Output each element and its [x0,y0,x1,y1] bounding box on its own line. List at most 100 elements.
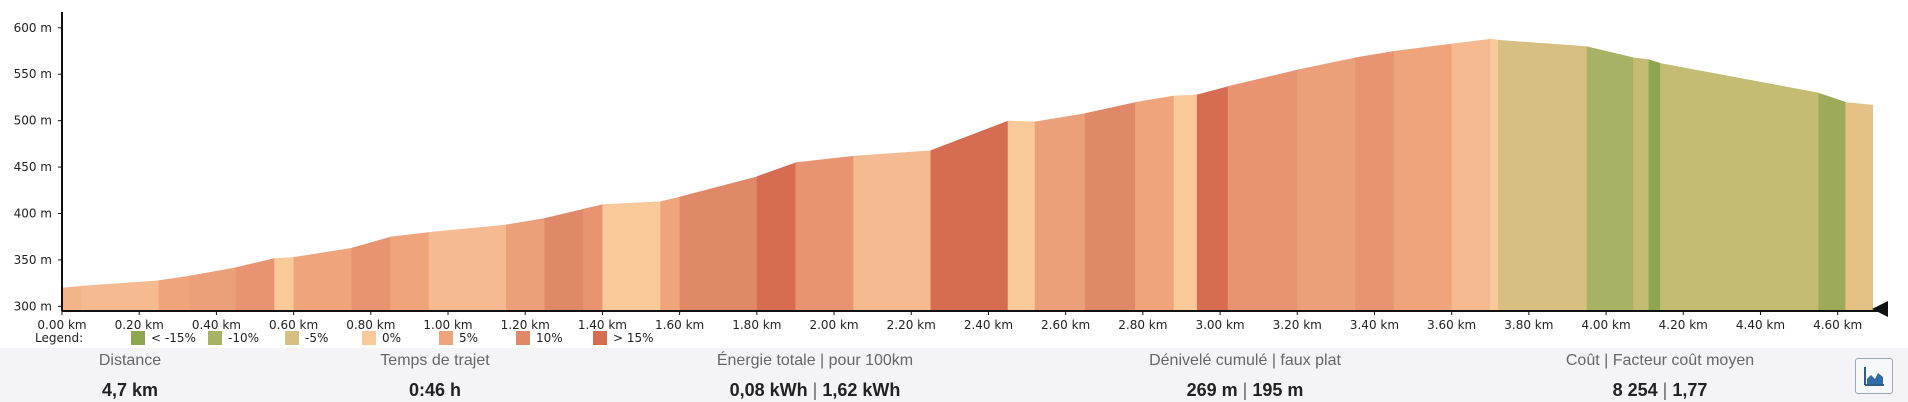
legend-label: 5% [459,331,478,345]
stat-energy: Énergie totale | pour 100km 0,08 kWh | 1… [680,348,950,402]
legend-label: -5% [305,331,328,345]
elevation-segment-6 [293,247,353,311]
line-chart-icon [1864,367,1884,386]
legend-swatch [439,331,453,345]
x-tick-label: 4.40 km [1736,318,1785,332]
elevation-segment-33 [1586,46,1634,311]
elevation-segment-24 [1173,94,1198,312]
elevation-segment-16 [756,162,797,311]
elevation-segment-9 [428,224,507,311]
elevation-segment-18 [853,150,932,311]
elevation-segments [62,38,1874,312]
stat-cost: Coût | Facteur coût moyen 8 254 | 1,77 [1540,348,1780,402]
elevation-segment-37 [1818,92,1846,312]
elevation-segment-38 [1845,102,1874,311]
summary-bar: Distance 4,7 km Temps de trajet 0:46 h É… [0,348,1908,402]
elevation-segment-29 [1393,43,1453,311]
elevation-segment-32 [1497,39,1588,311]
elevation-segment-34 [1633,57,1650,311]
elevation-segment-7 [351,236,391,311]
elevation-segment-28 [1355,51,1395,311]
y-tick-label: 300 m [14,299,52,313]
elevation-segment-4 [235,258,275,311]
y-tick-label: 350 m [14,253,52,267]
stat-distance: Distance 4,7 km [60,348,200,402]
x-tick-label: 1.80 km [732,318,781,332]
stat-distance-label: Distance [98,352,162,369]
y-tick-label: 400 m [14,207,52,221]
x-tick-label: 3.80 km [1504,318,1553,332]
route-end-marker [1872,301,1888,317]
elevation-segment-30 [1451,38,1491,312]
elevation-segment-27 [1297,57,1356,311]
elevation-segment-19 [930,120,1009,312]
legend-label: < -15% [151,331,196,345]
elevation-segment-22 [1084,102,1136,311]
legend-swatch [516,331,530,345]
elevation-segment-5 [274,257,295,311]
chart-toggle-button[interactable] [1855,358,1893,394]
legend-swatch [593,331,607,345]
stat-travel-time-label: Temps de trajet [380,352,490,369]
elevation-segment-21 [1034,113,1086,311]
x-tick-label: 1.00 km [423,318,472,332]
x-tick-label: 4.00 km [1581,318,1630,332]
elevation-segment-15 [679,176,758,311]
stat-travel-time: Temps de trajet 0:46 h [345,348,525,402]
y-tick-label: 450 m [14,160,52,174]
x-tick-label: 1.60 km [655,318,704,332]
legend-swatch [285,331,299,345]
elevation-profile-chart: 300 m 350 m 400 m 450 m 500 m 550 m 600 m 0.00… [14,12,1888,345]
elevation-segment-2 [158,275,190,311]
elevation-segment-8 [390,232,430,311]
elevation-segment-20 [1007,120,1036,312]
elevation-segment-12 [583,204,604,311]
elevation-segment-31 [1490,38,1499,312]
x-tick-label: 0.80 km [346,318,395,332]
stat-energy-value: 0,08 kWh | 1,62 kWh [729,380,901,400]
elevation-segment-14 [660,196,681,311]
x-tick-label: 3.00 km [1195,318,1244,332]
legend-title: Legend: [35,331,83,345]
stat-cost-label: Coût | Facteur coût moyen [1565,352,1755,369]
y-tick-label: 550 m [14,67,52,81]
x-tick-label: 3.60 km [1427,318,1476,332]
stat-elevation-value: 269 m | 195 m [1186,380,1304,400]
legend-label: 0% [382,331,401,345]
stat-distance-value: 4,7 km [101,380,159,400]
stat-elevation: Dénivelé cumulé | faux plat 269 m | 195 … [1110,348,1380,402]
elevation-segment-13 [602,201,661,311]
x-tick-label: 0.40 km [192,318,241,332]
x-tick-label: 4.60 km [1813,318,1862,332]
elevation-segment-0 [62,285,82,311]
x-tick-label: 2.20 km [887,318,936,332]
x-tick-label: 2.60 km [1041,318,1090,332]
legend-swatch [362,331,376,345]
x-tick-label: 1.40 km [578,318,627,332]
legend-label: > 15% [613,331,654,345]
x-tick-label: 0.00 km [37,318,86,332]
elevation-segment-11 [544,208,584,311]
x-axis: 0.00 km 0.20 km 0.40 km 0.60 km 0.80 km 1.00 … [37,301,1888,332]
legend-label: 10% [536,331,563,345]
x-tick-label: 1.20 km [501,318,550,332]
stat-elevation-label: Dénivelé cumulé | faux plat [1149,352,1341,369]
elevation-segment-1 [81,280,160,311]
elevation-segment-17 [795,155,854,311]
x-tick-label: 3.40 km [1350,318,1399,332]
legend: Legend: < -15% -10% -5% 0% 5% 10% > 15% [35,331,654,345]
stat-cost-value: 8 254 | 1,77 [1612,380,1708,400]
legend-label: -10% [228,331,259,345]
elevation-segment-25 [1196,86,1229,312]
x-tick-label: 0.60 km [269,318,318,332]
stat-travel-time-value: 0:46 h [408,380,462,400]
elevation-segment-35 [1648,59,1661,311]
elevation-segment-26 [1227,69,1298,311]
y-axis: 300 m 350 m 400 m 450 m 500 m 550 m 600 m [14,12,63,313]
y-tick-label: 500 m [14,114,52,128]
y-tick-label: 600 m [14,21,52,35]
x-tick-label: 3.20 km [1273,318,1322,332]
x-tick-label: 2.80 km [1118,318,1167,332]
elevation-segment-3 [189,267,237,311]
elevation-segment-36 [1660,63,1819,312]
